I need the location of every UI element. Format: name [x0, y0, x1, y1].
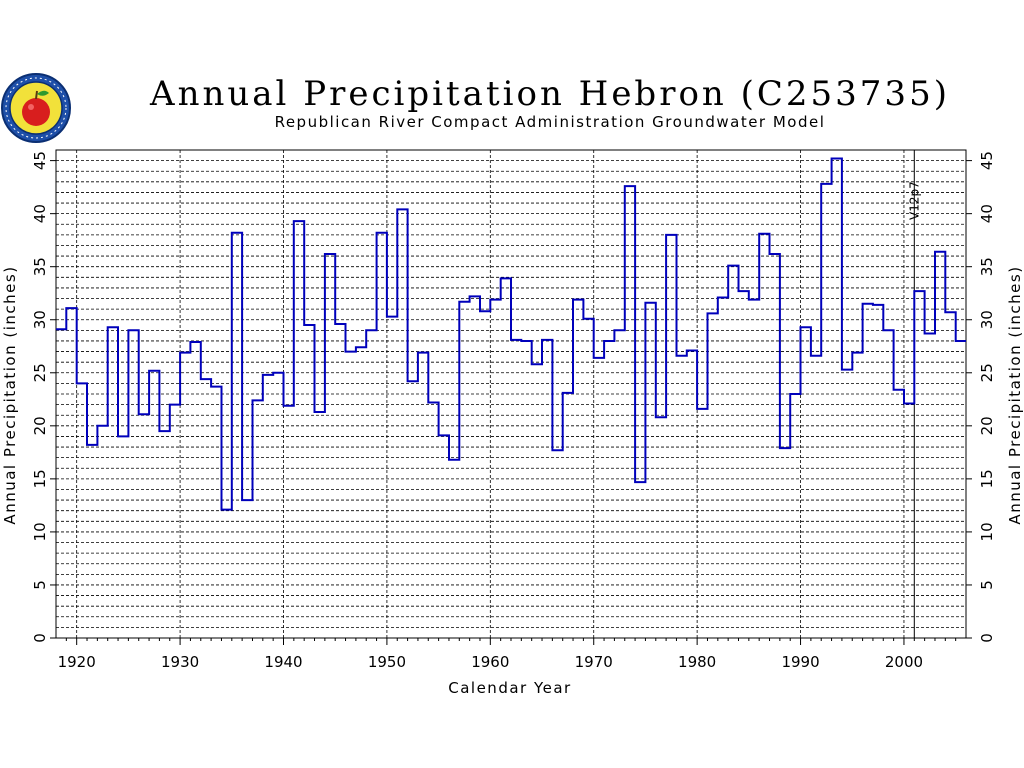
y-tick-label-left: 40 — [31, 204, 49, 223]
y-tick-label-right: 0 — [978, 633, 996, 643]
chart-subtitle: Republican River Compact Administration … — [274, 113, 826, 131]
x-tick-label: 1980 — [678, 653, 716, 671]
y-axis-label-right: Annual Precipitation (inches) — [1006, 265, 1024, 524]
y-tick-label-right: 25 — [978, 363, 996, 382]
y-tick-label-right: 35 — [978, 257, 996, 276]
y-tick-label-right: 15 — [978, 469, 996, 488]
x-tick-label: 1930 — [161, 653, 199, 671]
y-axis-label-left: Annual Precipitation (inches) — [1, 265, 19, 524]
y-tick-label-left: 0 — [31, 633, 49, 643]
y-tick-label-right: 45 — [978, 151, 996, 170]
y-tick-label-left: 10 — [31, 522, 49, 541]
y-tick-label-left: 45 — [31, 151, 49, 170]
x-tick-label: 2000 — [885, 653, 923, 671]
y-tick-label-left: 25 — [31, 363, 49, 382]
version-marker-label: V12p7 — [907, 181, 921, 220]
x-tick-label: 1970 — [575, 653, 613, 671]
apple-seal-logo — [1, 73, 71, 143]
y-tick-label-right: 5 — [978, 580, 996, 590]
x-tick-label: 1960 — [471, 653, 509, 671]
x-tick-label: 1940 — [264, 653, 302, 671]
precipitation-series-line — [56, 157, 966, 511]
x-tick-label: 1990 — [781, 653, 819, 671]
y-tick-label-right: 40 — [978, 204, 996, 223]
y-tick-label-right: 10 — [978, 522, 996, 541]
y-tick-label-left: 15 — [31, 469, 49, 488]
x-tick-label: 1920 — [58, 653, 96, 671]
chart-title: Annual Precipitation Hebron (C253735) — [150, 74, 950, 114]
plot-frame — [55, 149, 967, 639]
y-tick-label-right: 30 — [978, 310, 996, 329]
x-tick-label: 1950 — [368, 653, 406, 671]
y-tick-label-left: 30 — [31, 310, 49, 329]
y-tick-label-left: 20 — [31, 416, 49, 435]
y-tick-label-left: 5 — [31, 580, 49, 590]
y-tick-label-left: 35 — [31, 257, 49, 276]
y-tick-label-right: 20 — [978, 416, 996, 435]
x-axis-label: Calendar Year — [448, 679, 571, 697]
